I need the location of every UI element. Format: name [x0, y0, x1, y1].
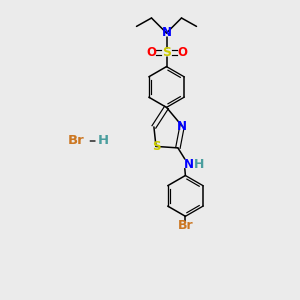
Text: Br: Br [178, 219, 193, 232]
Text: Br: Br [68, 134, 85, 148]
Text: N: N [161, 26, 172, 40]
Text: N: N [183, 158, 194, 171]
Text: –: – [88, 134, 95, 148]
Text: S: S [162, 46, 171, 59]
Text: N: N [177, 119, 187, 133]
Text: S: S [152, 140, 160, 153]
Text: H: H [194, 158, 204, 171]
Text: H: H [98, 134, 109, 148]
Text: O: O [177, 46, 187, 59]
Text: O: O [146, 46, 156, 59]
